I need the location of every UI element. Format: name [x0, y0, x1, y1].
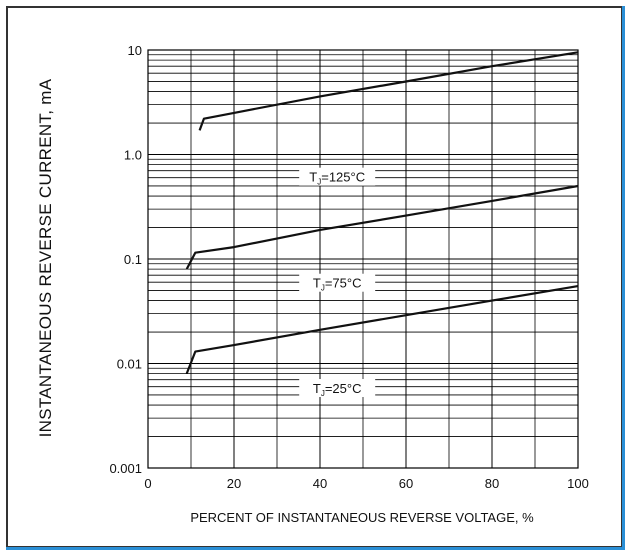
grid: [147, 49, 579, 469]
x-tick-label: 0: [144, 476, 151, 491]
right-accent-bar: [622, 6, 625, 550]
x-tick-label: 100: [567, 476, 589, 491]
x-tick-label: 20: [227, 476, 241, 491]
y-axis-label: INSTANTANEOUS REVERSE CURRENT, mA: [36, 78, 55, 437]
plot-border: [147, 49, 579, 469]
y-tick-label: 0.01: [117, 357, 142, 372]
x-axis-label: PERCENT OF INSTANTANEOUS REVERSE VOLTAGE…: [190, 510, 534, 525]
x-tick-label: 80: [485, 476, 499, 491]
tick-labels: 0 20 40 60 80 100 0.001 0.01 0.1 1.0 10: [109, 43, 588, 491]
y-tick-label: 10: [128, 43, 142, 58]
x-tick-label: 40: [313, 476, 327, 491]
series-line: [198, 51, 579, 131]
bottom-accent-bar: [6, 547, 623, 550]
series-lines: [185, 51, 579, 375]
series-label: TJ=125°C: [309, 170, 365, 187]
y-tick-label: 1.0: [124, 148, 142, 163]
series-line: [185, 285, 579, 375]
series-label-bg: [299, 273, 376, 292]
y-tick-label: 0.001: [109, 461, 142, 476]
series-labels: TJ=125°C TJ=75°C TJ=25°C: [299, 167, 376, 398]
series-label-bg: [299, 379, 376, 398]
series-line: [185, 184, 579, 270]
series-label: TJ=25°C: [313, 381, 362, 398]
series-label-bg: [299, 167, 376, 186]
y-tick-label: 0.1: [124, 252, 142, 267]
series-label: TJ=75°C: [313, 276, 362, 293]
x-tick-label: 60: [399, 476, 413, 491]
